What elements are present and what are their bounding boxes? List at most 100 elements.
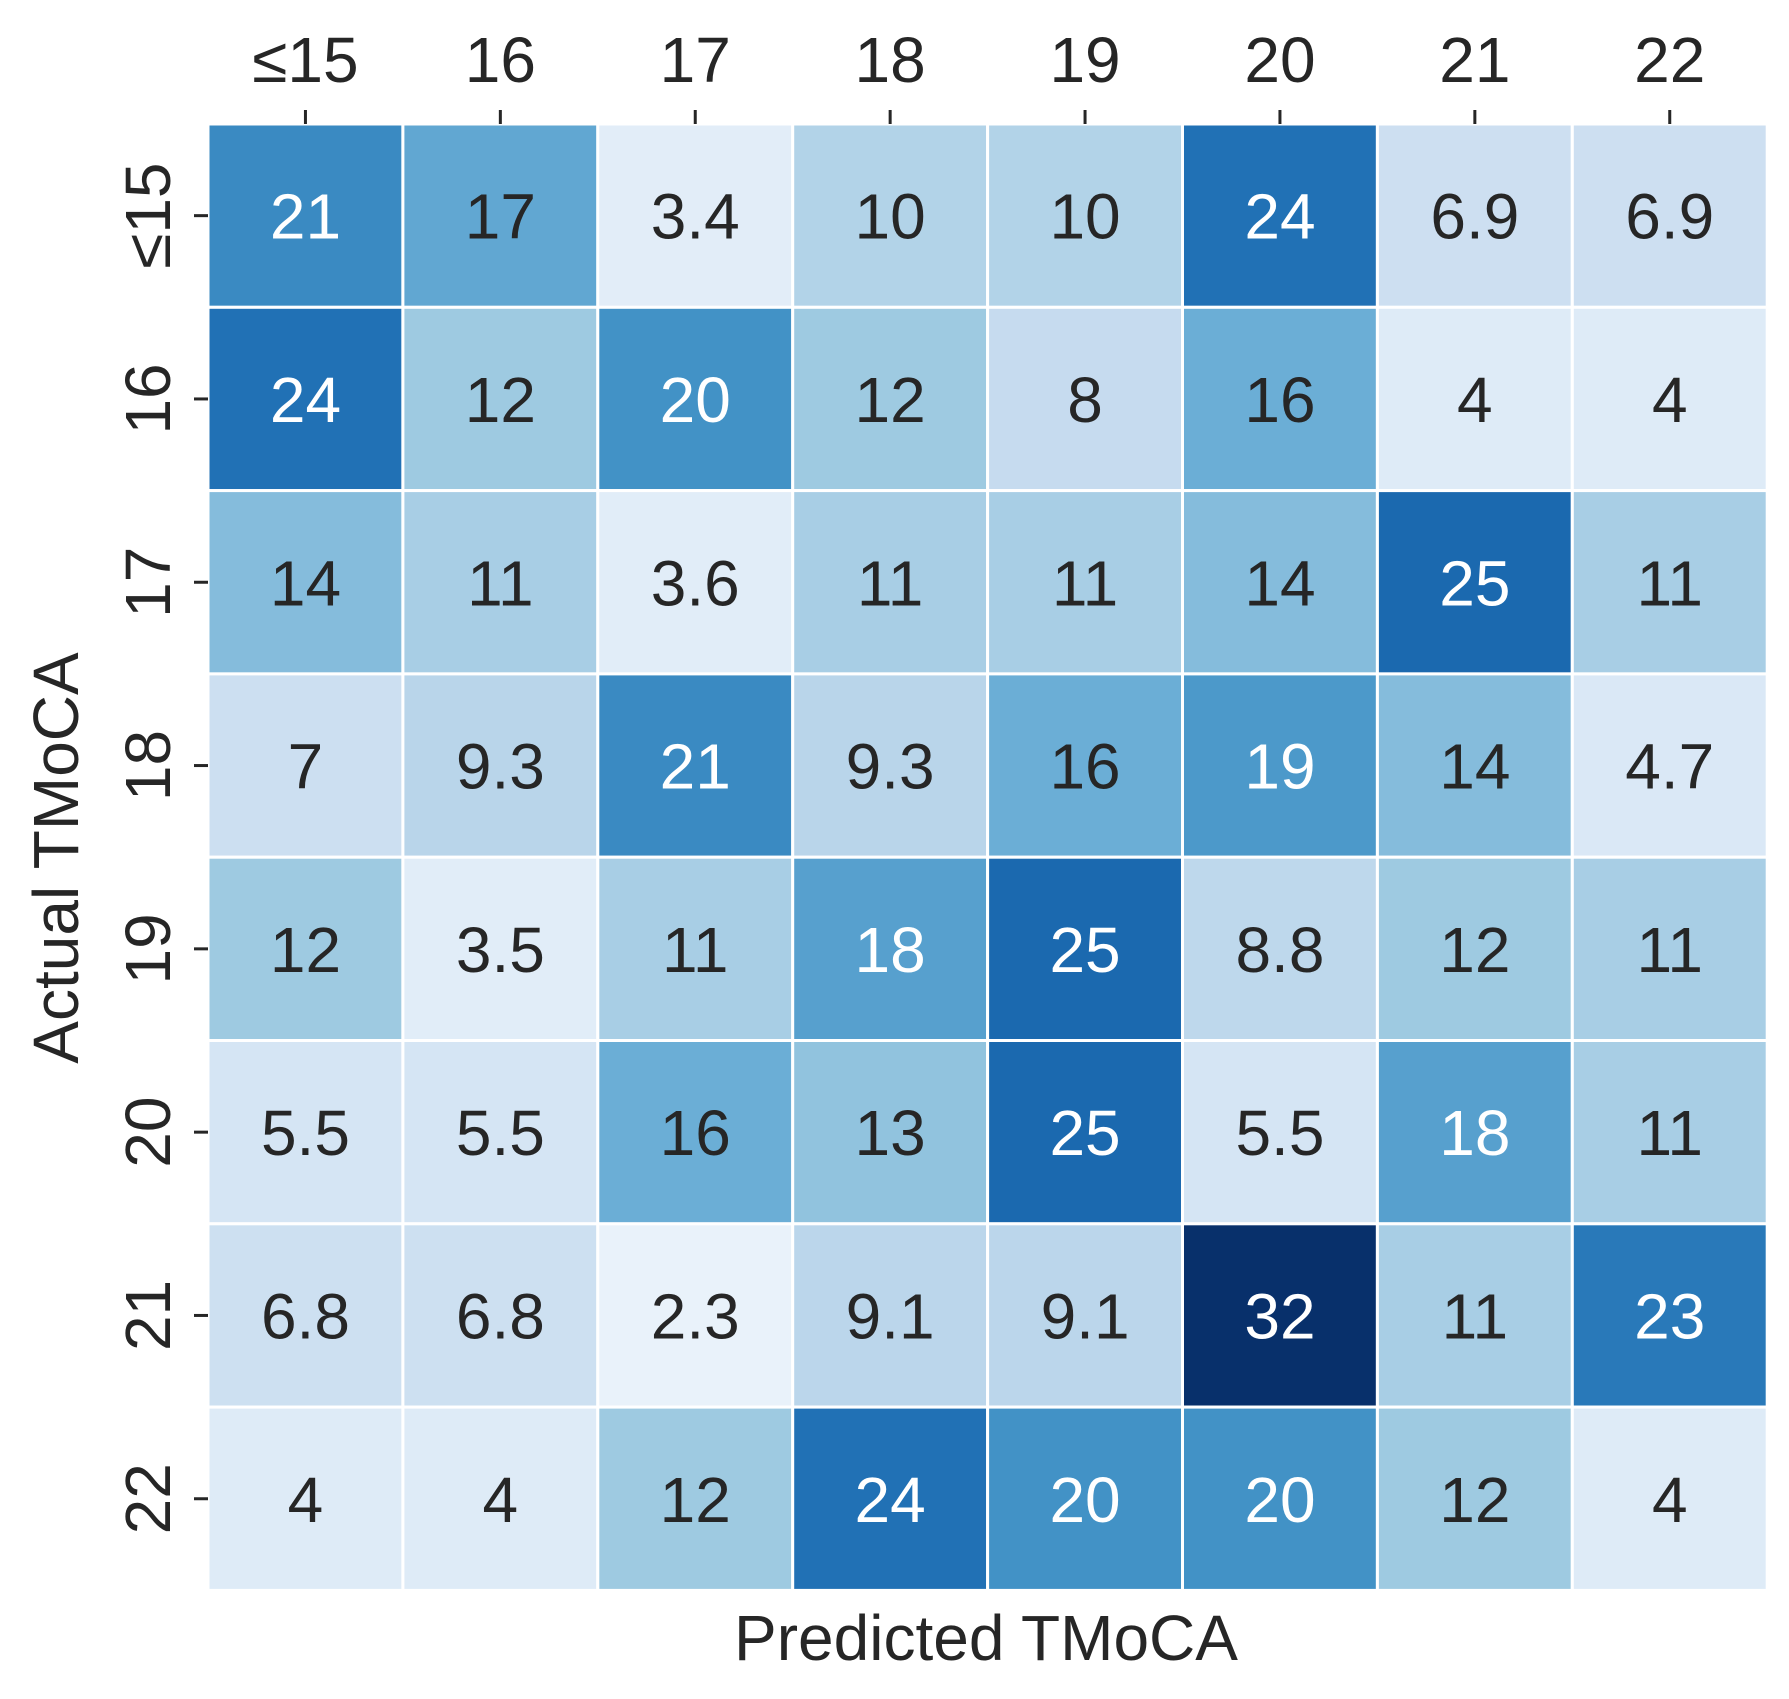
cell-value-label-r1-c1: 12 [465, 364, 536, 436]
heatmap-cell-r6-c0 [206, 1222, 405, 1409]
cell-value-label-r7-c3: 24 [855, 1464, 926, 1536]
cell-value-label-r3-c3: 9.3 [846, 731, 935, 803]
heatmap-cell-r0-c3 [791, 122, 990, 309]
cell-value-label-r2-c2: 3.6 [651, 547, 740, 619]
cell-value-label-r0-c7: 6.9 [1625, 181, 1714, 253]
heatmap-cell-r2-c2 [596, 489, 795, 676]
cell-value-label-r5-c5: 5.5 [1235, 1097, 1324, 1169]
cell-value-label-r7-c5: 20 [1244, 1464, 1315, 1536]
cell-value-label-r1-c6: 4 [1457, 364, 1493, 436]
heatmap-cell-r6-c7 [1570, 1222, 1769, 1409]
cell-value-label-r5-c2: 16 [660, 1097, 731, 1169]
cell-value-label-r4-c2: 11 [662, 914, 728, 986]
cell-value-label-r1-c7: 4 [1652, 364, 1688, 436]
heatmap-cell-r7-c7 [1570, 1405, 1769, 1592]
heatmap-cell-r3-c2 [596, 672, 795, 859]
heatmap-cell-r6-c6 [1375, 1222, 1574, 1409]
x-tick-label-1: 16 [465, 24, 536, 96]
heatmap-cell-r7-c2 [596, 1405, 795, 1592]
heatmap-cell-r2-c4 [986, 489, 1184, 676]
cell-value-label-r5-c3: 13 [855, 1097, 926, 1169]
heatmap-cell-r5-c6 [1375, 1039, 1574, 1226]
x-tick-label-5: 20 [1244, 24, 1315, 96]
heatmap-cell-r0-c5 [1181, 122, 1379, 309]
cell-value-label-r0-c0: 21 [270, 181, 341, 253]
heatmap-cell-r3-c6 [1375, 672, 1574, 859]
x-tick-label-3: 18 [855, 24, 926, 96]
y-tick-label-3: 18 [112, 730, 184, 801]
y-tick-label-1: 16 [112, 363, 184, 434]
cell-value-label-r6-c6: 11 [1442, 1280, 1508, 1352]
cell-value-label-r2-c4: 11 [1052, 547, 1118, 619]
heatmap-cell-r2-c3 [791, 489, 990, 676]
cell-value-label-r4-c6: 12 [1439, 914, 1510, 986]
cell-value-label-r3-c5: 19 [1244, 731, 1315, 803]
cell-value-label-r6-c2: 2.3 [651, 1280, 740, 1352]
cell-value-label-r1-c2: 20 [660, 364, 731, 436]
cell-value-label-r4-c3: 18 [855, 914, 926, 986]
cell-value-label-r3-c0: 7 [288, 731, 324, 803]
cell-value-label-r7-c7: 4 [1652, 1464, 1688, 1536]
x-axis-ticks: ≤15 16 17 18 19 20 21 22 [252, 24, 1705, 124]
cell-value-label-r0-c6: 6.9 [1430, 181, 1519, 253]
cell-value-label-r2-c6: 25 [1439, 547, 1510, 619]
cell-value-label-r3-c2: 21 [660, 731, 731, 803]
cell-value-label-r7-c6: 12 [1439, 1464, 1510, 1536]
heatmap-cell-r7-c4 [986, 1405, 1184, 1592]
cell-value-label-r5-c6: 18 [1439, 1097, 1510, 1169]
y-axis-ticks: ≤15 16 17 18 19 20 21 22 [112, 162, 208, 1534]
cell-value-label-r3-c1: 9.3 [456, 731, 545, 803]
cell-value-label-r0-c3: 10 [855, 181, 926, 253]
heatmap-cell-r3-c3 [791, 672, 990, 859]
y-tick-label-2: 17 [112, 547, 184, 618]
y-axis-label: Actual TMoCA [20, 652, 92, 1064]
y-tick-label-4: 19 [112, 913, 184, 984]
cell-value-label-r5-c1: 5.5 [456, 1097, 545, 1169]
cell-value-label-r2-c5: 14 [1244, 547, 1315, 619]
cell-value-label-r1-c0: 24 [270, 364, 341, 436]
x-tick-label-7: 22 [1634, 24, 1705, 96]
heatmap-cell-r0-c0 [206, 122, 405, 309]
cell-value-label-r0-c1: 17 [465, 181, 536, 253]
cell-value-label-r7-c4: 20 [1049, 1464, 1120, 1536]
cell-value-label-r0-c5: 24 [1244, 181, 1315, 253]
heatmap-cell-r4-c3 [791, 855, 990, 1043]
cell-value-label-r4-c1: 3.5 [456, 914, 545, 986]
cell-value-label-r1-c5: 16 [1244, 364, 1315, 436]
cell-value-label-r4-c0: 12 [270, 914, 341, 986]
heatmap-cell-r5-c5 [1181, 1039, 1379, 1226]
cell-value-label-r7-c0: 4 [288, 1464, 324, 1536]
cell-value-label-r7-c2: 12 [660, 1464, 731, 1536]
cell-value-label-r0-c2: 3.4 [651, 181, 740, 253]
heatmap-cell-r4-c4 [986, 855, 1184, 1043]
heatmap-cell-r3-c4 [986, 672, 1184, 859]
cell-value-label-r5-c4: 25 [1049, 1097, 1120, 1169]
heatmap-cell-r0-c1 [401, 122, 600, 309]
heatmap-cell-r6-c1 [401, 1222, 600, 1409]
cell-value-label-r6-c7: 23 [1634, 1280, 1705, 1352]
y-tick-label-6: 21 [112, 1280, 184, 1351]
cell-value-label-r6-c0: 6.8 [261, 1280, 350, 1352]
cell-value-label-r2-c3: 11 [857, 547, 923, 619]
cell-value-label-r1-c4: 8 [1067, 364, 1103, 436]
heatmap-cell-r5-c1 [401, 1039, 600, 1226]
cell-value-label-r2-c0: 14 [270, 547, 341, 619]
heatmap-cell-r5-c7 [1570, 1039, 1769, 1226]
cell-value-label-r2-c7: 11 [1637, 547, 1703, 619]
cell-value-label-r3-c4: 16 [1049, 731, 1120, 803]
cell-value-label-r3-c7: 4.7 [1625, 731, 1714, 803]
cell-value-label-r4-c7: 11 [1637, 914, 1703, 986]
y-tick-label-0: ≤15 [112, 162, 184, 268]
heatmap-cell-r1-c5 [1181, 305, 1379, 493]
cell-value-label-r6-c1: 6.8 [456, 1280, 545, 1352]
heatmap-cell-r2-c7 [1570, 489, 1769, 676]
y-tick-label-5: 20 [112, 1097, 184, 1168]
cell-value-label-r4-c4: 25 [1049, 914, 1120, 986]
cell-value-label-r7-c1: 4 [483, 1464, 519, 1536]
heatmap-cell-r5-c2 [596, 1039, 795, 1226]
x-tick-label-6: 21 [1439, 24, 1510, 96]
x-tick-label-2: 17 [660, 24, 731, 96]
heatmap-cell-r6-c4 [986, 1222, 1184, 1409]
cell-value-label-r6-c3: 9.1 [846, 1280, 935, 1352]
cell-value-label-r0-c4: 10 [1049, 181, 1120, 253]
